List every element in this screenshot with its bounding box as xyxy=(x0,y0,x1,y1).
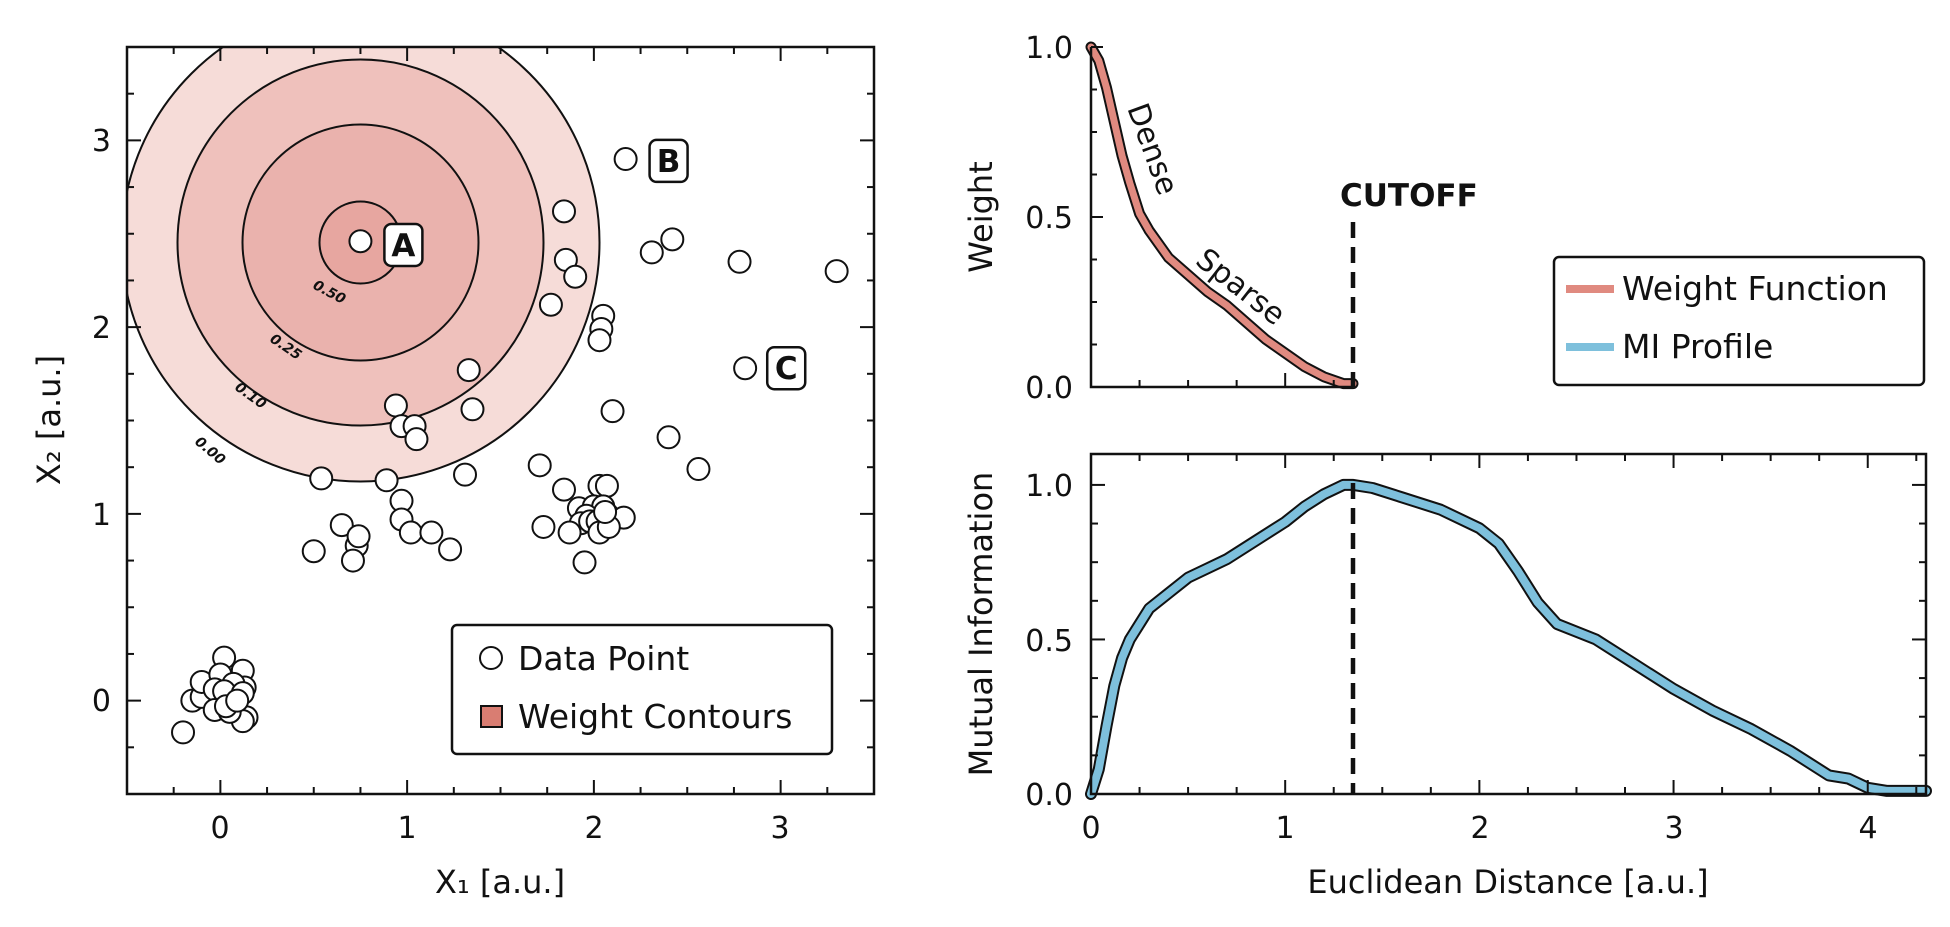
data-point-18 xyxy=(686,457,711,482)
data-point-30 xyxy=(438,537,463,562)
annotation-label-c: C xyxy=(775,351,798,387)
data-point-35 xyxy=(340,548,365,573)
ytick-label-3: 3 xyxy=(92,124,111,159)
mi-xtick-labels: 0 1 2 3 4 xyxy=(1081,811,1877,846)
legend-label-data-point: Data Point xyxy=(518,639,689,678)
data-point-54 xyxy=(572,550,597,575)
weight-ytick-0: 0.0 xyxy=(1025,371,1073,406)
data-point-0 xyxy=(348,229,373,254)
legend-patch-weight-contours xyxy=(480,705,503,728)
ytick-label-0: 0 xyxy=(92,684,111,719)
data-point-31 xyxy=(301,539,326,564)
data-point-10 xyxy=(538,292,563,317)
profile-legend-box xyxy=(1552,255,1926,387)
mi-curve xyxy=(1087,480,1930,798)
cutoff-label: CUTOFF xyxy=(1340,178,1478,214)
ytick-label-1: 1 xyxy=(92,498,111,533)
weight-curve-outline xyxy=(1085,41,1359,390)
data-point-4 xyxy=(727,249,752,274)
data-point-39 xyxy=(594,473,619,498)
point-annotations: A B C xyxy=(383,138,807,391)
legend-label-weight-contours: Weight Contours xyxy=(518,697,792,736)
legend-label-mi-profile: MI Profile xyxy=(1622,327,1773,366)
data-point-32 xyxy=(329,513,354,538)
data-point-17 xyxy=(656,425,681,450)
data-point-56 xyxy=(171,720,196,745)
weight-ytick-1: 1.0 xyxy=(1025,31,1073,66)
mi-ytick-1: 1.0 xyxy=(1025,469,1073,504)
data-point-34 xyxy=(346,524,371,549)
weight-axes-frame xyxy=(1089,47,1353,389)
data-point-6 xyxy=(639,240,664,265)
scatter-ticks xyxy=(126,46,875,795)
xtick-label-0: 0 xyxy=(210,811,229,846)
profile-legend: Weight Function MI Profile xyxy=(1552,255,1926,387)
annotation-box-a xyxy=(383,222,424,268)
data-point-55 xyxy=(593,500,618,525)
mi-plot-frame xyxy=(1089,452,1928,796)
weight-ylabel: Weight xyxy=(962,161,1000,272)
weight-ytick-labels: 0.0 0.5 1.0 xyxy=(1025,31,1073,406)
legend-box xyxy=(450,623,834,756)
data-point-29 xyxy=(419,520,444,545)
data-point-3 xyxy=(824,259,849,284)
mi-ytick-05: 0.5 xyxy=(1025,624,1073,659)
data-point-9 xyxy=(563,264,588,289)
mi-ytick-0: 0.0 xyxy=(1025,778,1073,813)
data-point-15 xyxy=(460,397,485,422)
mi-xtick-0: 0 xyxy=(1081,811,1100,846)
mi-ytick-labels: 0.0 0.5 1.0 xyxy=(1025,469,1073,813)
mi-xtick-1: 1 xyxy=(1275,811,1294,846)
scatter-ylabel: X₂ [a.u.] xyxy=(30,355,68,485)
legend-label-weight-function: Weight Function xyxy=(1622,269,1888,308)
scatter-panel: 0.50 0.25 0.10 0.00 ABC 0 1 2 3 0 1 2 3 … xyxy=(30,45,876,901)
mi-xtick-3: 3 xyxy=(1664,811,1683,846)
weight-ticks xyxy=(1091,46,1335,388)
scatter-legend: Data Point Weight Contours xyxy=(450,623,834,756)
weight-ytick-05: 0.5 xyxy=(1025,201,1073,236)
scatter-xlabel: X₁ [a.u.] xyxy=(435,863,565,901)
data-point-28 xyxy=(398,520,423,545)
mi-xlabel: Euclidean Distance [a.u.] xyxy=(1307,863,1708,901)
data-point-16 xyxy=(600,399,625,424)
mi-xtick-4: 4 xyxy=(1858,811,1877,846)
xtick-label-2: 2 xyxy=(584,811,603,846)
data-point-25 xyxy=(453,462,478,487)
data-point-23 xyxy=(309,466,334,491)
annotation-box-c xyxy=(765,345,807,391)
data-point-50 xyxy=(557,520,582,545)
data-point-73 xyxy=(225,688,250,713)
annotation-label-a: A xyxy=(391,228,415,264)
data-point-19 xyxy=(383,393,408,418)
mi-panel: 0 1 2 3 4 0.0 0.5 1.0 Euclidean Distance… xyxy=(962,452,1932,901)
data-point-24 xyxy=(374,468,399,493)
data-point-14 xyxy=(456,358,481,383)
annotation-box-b xyxy=(648,138,689,184)
data-points xyxy=(171,147,849,745)
data-point-37 xyxy=(551,477,576,502)
mi-ticks xyxy=(1091,454,1926,794)
weight-curve xyxy=(1087,43,1357,388)
data-point-13 xyxy=(587,328,612,353)
weight-panel: CUTOFF Dense Sparse 0.0 0.5 1.0 Weight xyxy=(962,31,1478,406)
data-point-5 xyxy=(660,227,685,252)
scatter-ytick-labels: 0 1 2 3 xyxy=(92,124,111,719)
xtick-label-3: 3 xyxy=(770,811,789,846)
data-point-36 xyxy=(527,453,552,478)
scatter-xtick-labels: 0 1 2 3 xyxy=(210,811,789,846)
data-point-2 xyxy=(733,356,758,381)
data-point-1 xyxy=(613,147,638,172)
xtick-label-1: 1 xyxy=(397,811,416,846)
mi-curve-outline xyxy=(1085,478,1932,800)
annotation-label-b: B xyxy=(657,144,681,180)
ytick-label-2: 2 xyxy=(92,311,111,346)
mi-xtick-2: 2 xyxy=(1470,811,1489,846)
data-point-53 xyxy=(531,514,556,539)
data-point-7 xyxy=(551,199,576,224)
data-point-22 xyxy=(404,427,429,452)
mi-ylabel: Mutual Information xyxy=(962,472,1000,777)
legend-marker-data-point xyxy=(479,646,503,670)
